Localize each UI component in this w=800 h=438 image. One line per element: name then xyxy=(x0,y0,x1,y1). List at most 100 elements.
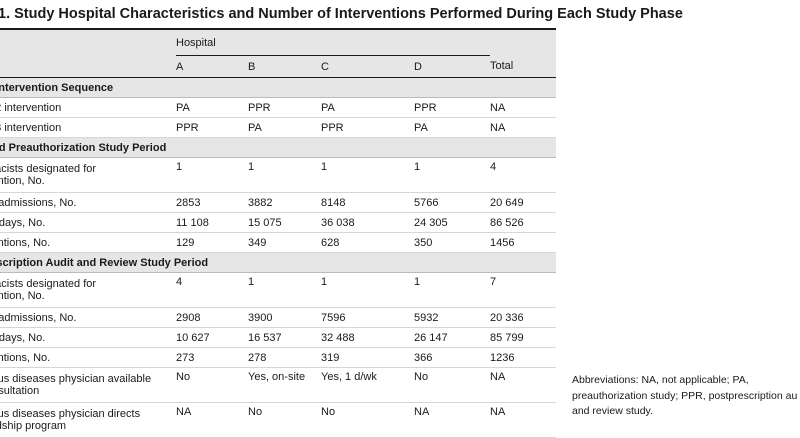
cell-hospital-b: 15 075 xyxy=(248,212,321,233)
row-label: tious diseases physician availableonsult… xyxy=(0,367,176,403)
cell-total: NA xyxy=(490,97,556,118)
data-table: Hospital ble A B C D Total y Interventio… xyxy=(0,30,556,438)
table-header: Hospital ble A B C D Total xyxy=(0,30,556,78)
cell-hospital-d: No xyxy=(414,367,490,403)
cell-total: NA xyxy=(490,117,556,138)
cell-hospital-a: 11 108 xyxy=(176,212,248,233)
cell-hospital-c: 36 038 xyxy=(321,212,414,233)
row-label: e 3 intervention xyxy=(0,117,176,138)
cell-hospital-d: 24 305 xyxy=(414,212,490,233)
section-header-row: fied Preauthorization Study Period xyxy=(0,137,556,158)
cell-hospital-d: 366 xyxy=(414,347,490,368)
cell-hospital-b: PA xyxy=(248,117,321,138)
cell-hospital-b: Yes, on-site xyxy=(248,367,321,403)
cell-total: 4 xyxy=(490,157,556,193)
cell-hospital-c: 628 xyxy=(321,232,414,253)
cell-hospital-d: 5932 xyxy=(414,307,490,328)
cell-hospital-a: 10 627 xyxy=(176,327,248,348)
header-spacer-right xyxy=(490,30,556,56)
cell-total: NA xyxy=(490,367,556,403)
cell-hospital-c: No xyxy=(321,402,414,438)
column-header-hospital-a: A xyxy=(176,55,248,78)
cell-hospital-d: 26 147 xyxy=(414,327,490,348)
cell-hospital-c: PA xyxy=(321,97,414,118)
cell-hospital-a: 4 xyxy=(176,272,248,308)
section-title: fied Preauthorization Study Period xyxy=(0,137,556,158)
cell-hospital-c: 319 xyxy=(321,347,414,368)
row-label: e 2 intervention xyxy=(0,97,176,118)
cell-hospital-b: 278 xyxy=(248,347,321,368)
section-title: rescription Audit and Review Study Perio… xyxy=(0,252,556,273)
cell-hospital-c: 1 xyxy=(321,157,414,193)
cell-total: NA xyxy=(490,402,556,438)
cell-hospital-b: 16 537 xyxy=(248,327,321,348)
cell-total: 86 526 xyxy=(490,212,556,233)
cell-hospital-c: Yes, 1 d/wk xyxy=(321,367,414,403)
table-title: 1. Study Hospital Characteristics and Nu… xyxy=(0,6,683,22)
row-label: nt-days, No. xyxy=(0,212,176,233)
cell-hospital-c: 7596 xyxy=(321,307,414,328)
footnote-line: Abbreviations: NA, not applicable; PA, xyxy=(572,374,749,386)
cell-hospital-a: No xyxy=(176,367,248,403)
row-label: macists designated forvention, No. xyxy=(0,157,176,193)
cell-hospital-b: 349 xyxy=(248,232,321,253)
row-label: ventions, No. xyxy=(0,347,176,368)
column-header-hospital-c: C xyxy=(321,55,414,78)
cell-hospital-d: 1 xyxy=(414,157,490,193)
cell-total: 1236 xyxy=(490,347,556,368)
cell-total: 85 799 xyxy=(490,327,556,348)
cell-hospital-d: PA xyxy=(414,117,490,138)
column-header-hospital-d: D xyxy=(414,55,490,78)
cell-hospital-c: 8148 xyxy=(321,192,414,213)
footnote-line: preauthorization study; PPR, postprescri… xyxy=(572,389,798,402)
hospital-group-header: Hospital xyxy=(176,30,490,56)
footnote-line: and review study. xyxy=(572,405,653,417)
cell-hospital-d: 5766 xyxy=(414,192,490,213)
cell-total: 20 649 xyxy=(490,192,556,213)
cell-hospital-b: 3900 xyxy=(248,307,321,328)
table-row: tious diseases physician availableonsult… xyxy=(0,367,556,403)
section-title: y Intervention Sequence xyxy=(0,77,556,98)
cell-hospital-c: 32 488 xyxy=(321,327,414,348)
cell-hospital-b: 1 xyxy=(248,272,321,308)
cell-hospital-a: 129 xyxy=(176,232,248,253)
cell-total: 7 xyxy=(490,272,556,308)
cell-hospital-d: 1 xyxy=(414,272,490,308)
cell-hospital-b: 1 xyxy=(248,157,321,193)
cell-hospital-a: PPR xyxy=(176,117,248,138)
table-body: y Intervention Sequencee 2 interventionP… xyxy=(0,77,556,438)
cell-hospital-a: NA xyxy=(176,402,248,438)
row-label: nt admissions, No. xyxy=(0,192,176,213)
abbreviations-footnote: Abbreviations: NA, not applicable; PA, p… xyxy=(572,373,800,420)
column-header-total: Total xyxy=(490,55,556,78)
cell-hospital-a: 273 xyxy=(176,347,248,368)
section-header-row: y Intervention Sequence xyxy=(0,77,556,98)
table-row: tious diseases physician directsardship … xyxy=(0,402,556,438)
cell-hospital-a: PA xyxy=(176,97,248,118)
cell-total: 20 336 xyxy=(490,307,556,328)
row-label: ventions, No. xyxy=(0,232,176,253)
cell-hospital-b: PPR xyxy=(248,97,321,118)
cell-hospital-b: No xyxy=(248,402,321,438)
cell-hospital-c: 1 xyxy=(321,272,414,308)
cell-hospital-d: NA xyxy=(414,402,490,438)
cell-hospital-b: 3882 xyxy=(248,192,321,213)
column-header-hospital-b: B xyxy=(248,55,321,78)
cell-hospital-a: 2908 xyxy=(176,307,248,328)
row-label: tious diseases physician directsardship … xyxy=(0,402,176,438)
row-label: macists designated forvention, No. xyxy=(0,272,176,308)
top-rule xyxy=(0,28,556,30)
row-label: nt admissions, No. xyxy=(0,307,176,328)
cell-total: 1456 xyxy=(490,232,556,253)
cell-hospital-a: 1 xyxy=(176,157,248,193)
header-spacer xyxy=(0,30,176,56)
